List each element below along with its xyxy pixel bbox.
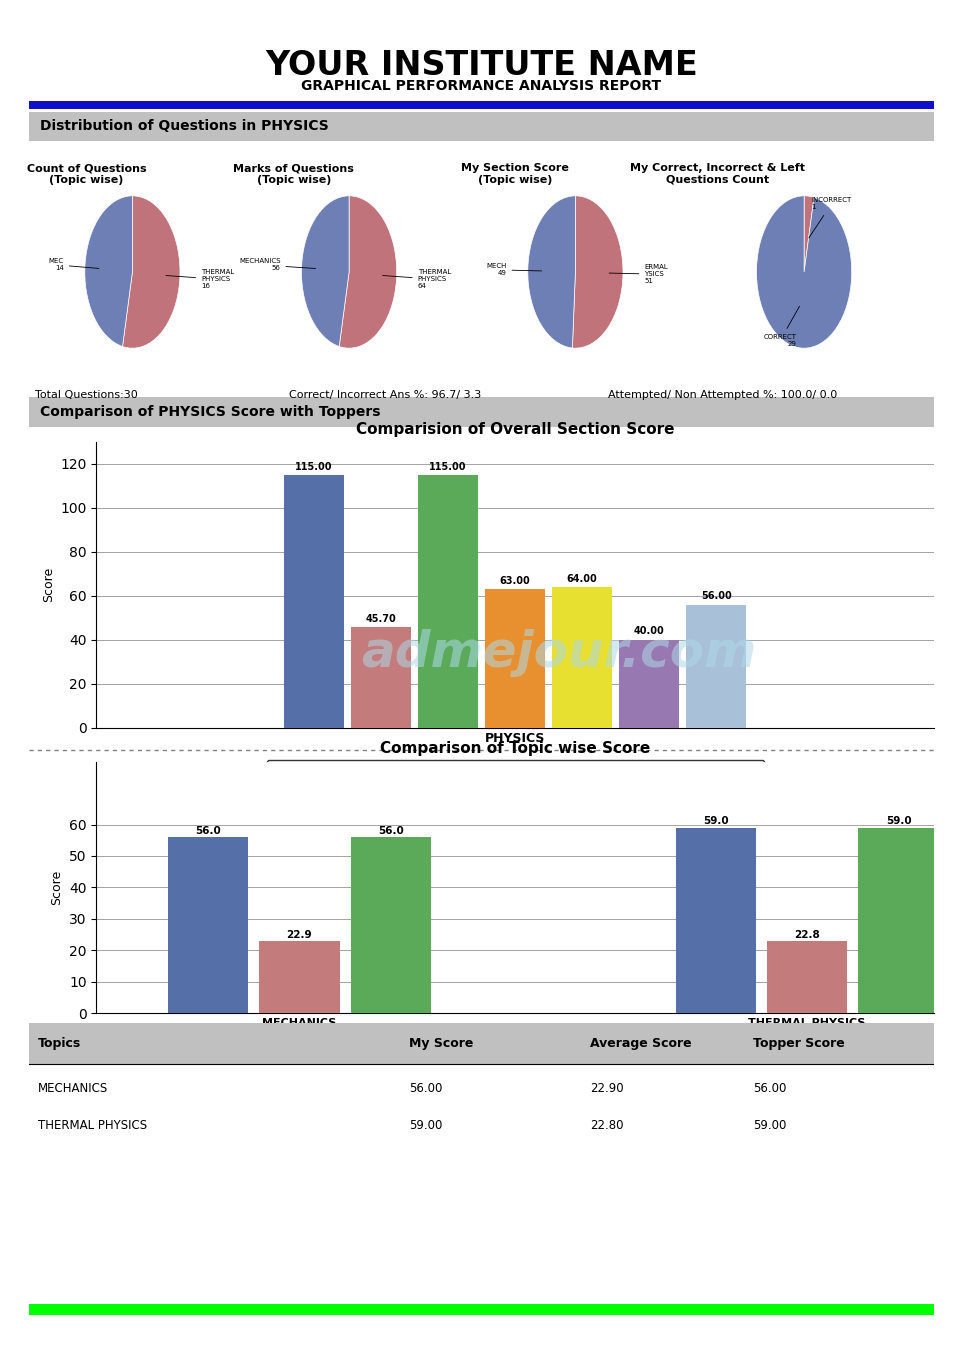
Text: CORRECT
29: CORRECT 29	[764, 306, 799, 347]
Bar	[284, 475, 345, 728]
Bar	[168, 838, 248, 1013]
Bar	[351, 627, 411, 728]
Wedge shape	[804, 196, 814, 272]
Bar	[552, 588, 612, 728]
Text: Comparison of PHYSICS Score with Toppers: Comparison of PHYSICS Score with Toppers	[39, 405, 380, 419]
Text: MEC
14: MEC 14	[49, 258, 99, 272]
Text: My Score: My Score	[409, 1036, 474, 1050]
Text: 22.9: 22.9	[287, 930, 312, 940]
Text: 59.00: 59.00	[753, 1119, 787, 1132]
Text: THERMAL
PHYSICS
16: THERMAL PHYSICS 16	[166, 269, 234, 290]
Legend: My Score, Avg Score, Topper Score: My Score, Avg Score, Topper Score	[374, 1043, 657, 1064]
Text: 115.00: 115.00	[296, 461, 333, 472]
Text: 59.0: 59.0	[703, 816, 729, 826]
Text: 56.0: 56.0	[195, 826, 221, 835]
Wedge shape	[301, 196, 350, 347]
Text: My Section Score
(Topic wise): My Section Score (Topic wise)	[461, 163, 569, 185]
Text: admejour.com: admejour.com	[361, 628, 756, 677]
Title: Comparision of Overall Section Score: Comparision of Overall Section Score	[356, 422, 674, 437]
Bar	[858, 828, 939, 1013]
Title: Comparison of Topic wise Score: Comparison of Topic wise Score	[380, 741, 650, 756]
Bar	[686, 605, 746, 728]
Text: YOUR INSTITUTE NAME: YOUR INSTITUTE NAME	[265, 49, 698, 82]
Bar	[29, 1023, 934, 1064]
Bar	[676, 828, 756, 1013]
Text: Topics: Topics	[38, 1036, 81, 1050]
Wedge shape	[528, 196, 576, 348]
Wedge shape	[572, 196, 623, 348]
Wedge shape	[85, 196, 133, 347]
Text: MECHANICS
56: MECHANICS 56	[239, 258, 316, 272]
Bar	[485, 589, 545, 728]
Text: 59.00: 59.00	[409, 1119, 442, 1132]
Text: 56.00: 56.00	[753, 1083, 787, 1095]
Y-axis label: Score: Score	[41, 567, 55, 602]
Text: Attempted/ Non Attempted %: 100.0/ 0.0: Attempted/ Non Attempted %: 100.0/ 0.0	[608, 390, 837, 400]
Text: INCORRECT
1: INCORRECT 1	[809, 197, 851, 238]
Legend: My Score, Avg Score, Rank 1, Rank 2, Rank 3, Rank 4, Rank 5: My Score, Avg Score, Rank 1, Rank 2, Ran…	[267, 760, 764, 779]
Text: GRAPHICAL PERFORMANCE ANALYSIS REPORT: GRAPHICAL PERFORMANCE ANALYSIS REPORT	[301, 79, 662, 92]
Text: ERMAL
YSICS
51: ERMAL YSICS 51	[609, 264, 668, 284]
Text: 56.0: 56.0	[377, 826, 403, 835]
Text: MECH
49: MECH 49	[486, 264, 542, 276]
Text: 63.00: 63.00	[500, 575, 531, 586]
Text: Correct/ Incorrect Ans %: 96.7/ 3.3: Correct/ Incorrect Ans %: 96.7/ 3.3	[289, 390, 482, 400]
Text: Distribution of Questions in PHYSICS: Distribution of Questions in PHYSICS	[39, 120, 328, 133]
Text: Total Questions:30: Total Questions:30	[36, 390, 138, 400]
Wedge shape	[339, 196, 397, 348]
Text: 59.0: 59.0	[886, 816, 911, 826]
Bar	[418, 475, 479, 728]
Text: 115.00: 115.00	[429, 461, 467, 472]
Wedge shape	[122, 196, 180, 348]
Bar	[767, 941, 847, 1013]
Text: THERMAL
PHYSICS
64: THERMAL PHYSICS 64	[382, 269, 451, 290]
Text: 64.00: 64.00	[567, 574, 598, 583]
Text: 22.8: 22.8	[794, 930, 820, 940]
Y-axis label: Score: Score	[50, 870, 64, 904]
Text: 40.00: 40.00	[634, 627, 664, 636]
Text: 22.90: 22.90	[590, 1083, 624, 1095]
Text: 56.00: 56.00	[409, 1083, 442, 1095]
Bar	[351, 838, 431, 1013]
Text: 45.70: 45.70	[366, 613, 397, 624]
Bar	[619, 639, 680, 728]
Text: 56.00: 56.00	[701, 592, 732, 601]
Bar	[259, 941, 340, 1013]
Text: Average Score: Average Score	[590, 1036, 691, 1050]
Text: My Correct, Incorrect & Left
Questions Count: My Correct, Incorrect & Left Questions C…	[630, 163, 805, 185]
Wedge shape	[757, 196, 851, 348]
Text: Marks of Questions
(Topic wise): Marks of Questions (Topic wise)	[233, 163, 354, 185]
Text: THERMAL PHYSICS: THERMAL PHYSICS	[38, 1119, 147, 1132]
Text: MECHANICS: MECHANICS	[38, 1083, 108, 1095]
Text: Topper Score: Topper Score	[753, 1036, 845, 1050]
Text: 22.80: 22.80	[590, 1119, 624, 1132]
Text: Count of Questions
(Topic wise): Count of Questions (Topic wise)	[27, 163, 146, 185]
